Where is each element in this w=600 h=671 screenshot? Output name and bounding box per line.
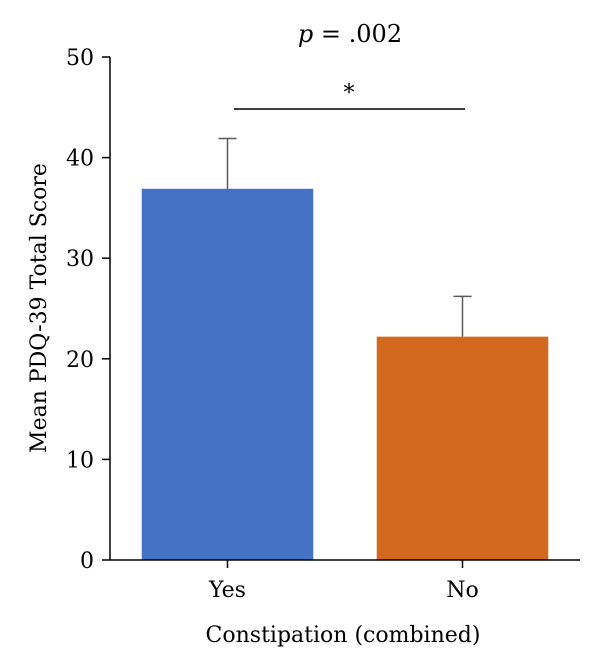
y-tick-label: 0	[80, 549, 94, 574]
y-tick-label: 20	[66, 348, 94, 373]
x-axis-ticks: Yes No	[208, 560, 479, 603]
p-value-number: = .002	[313, 20, 402, 48]
significance-annotation: p = .002 *	[234, 20, 465, 110]
x-tick-label-no: No	[446, 578, 479, 603]
p-value-letter: p	[298, 20, 313, 48]
bar-no	[376, 336, 549, 560]
x-tick-label-yes: Yes	[208, 578, 246, 603]
error-bars	[218, 137, 472, 337]
x-axis-title: Constipation (combined)	[206, 623, 481, 648]
y-axis-title: Mean PDQ-39 Total Score	[27, 163, 52, 453]
y-tick-label: 10	[66, 448, 94, 473]
y-tick-label: 50	[66, 46, 94, 71]
y-tick-label: 30	[66, 247, 94, 272]
p-value-label: p = .002	[298, 20, 402, 48]
y-axis-ticks: 0 10 20 30 40 50	[66, 46, 110, 574]
bars	[141, 188, 549, 560]
significance-star: *	[344, 81, 355, 106]
bar-yes	[141, 188, 314, 560]
y-tick-label: 40	[66, 147, 94, 172]
